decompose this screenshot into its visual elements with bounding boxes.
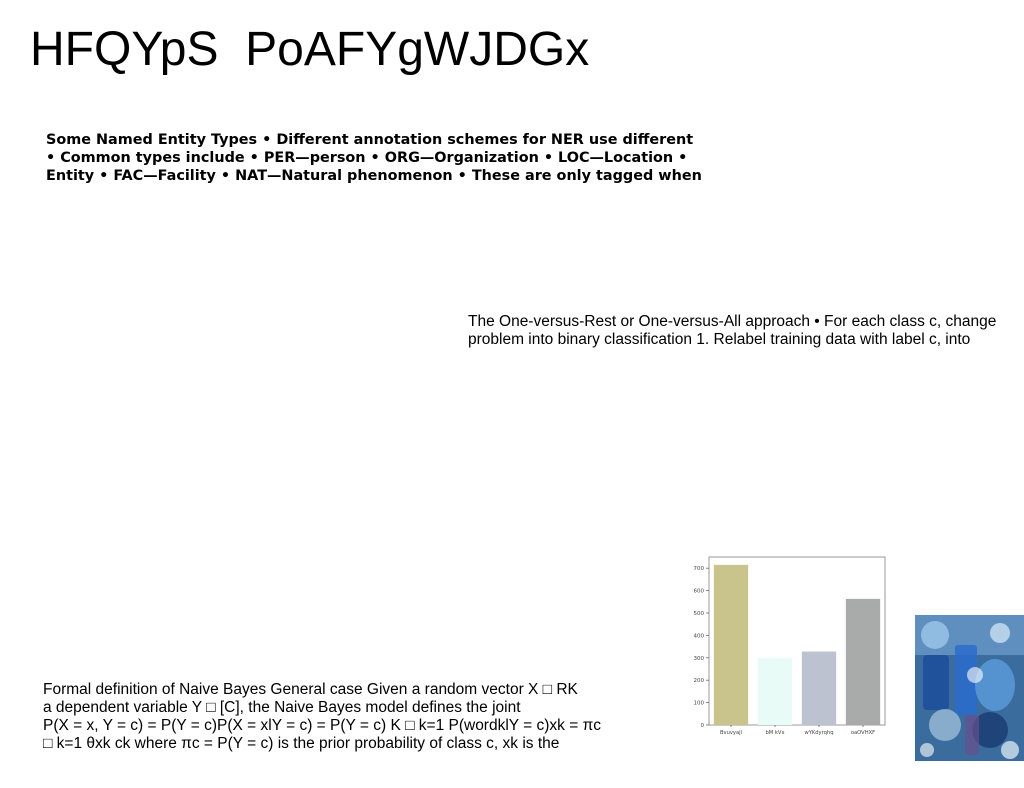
- naive-bayes-text-block: Formal definition of Naive Bayes General…: [43, 681, 623, 753]
- lab-glassware-photo: [915, 615, 1024, 761]
- x-tick-label: oaOVHXF: [851, 730, 875, 736]
- bar: [801, 651, 837, 725]
- x-tick-label: bM kVx: [765, 730, 784, 736]
- ner-line: • Common types include • PER—person • OR…: [46, 150, 688, 166]
- ner-line: Some Named Entity Types • Different anno…: [46, 132, 694, 148]
- y-tick-label: 200: [694, 678, 705, 684]
- ovr-line: problem into binary classification 1. Re…: [468, 331, 971, 348]
- bar: [713, 564, 749, 725]
- slide-title: HFQYpS PoAFYgWJDGx: [30, 23, 590, 76]
- y-tick-label: 400: [694, 633, 705, 639]
- y-tick-label: 600: [694, 589, 705, 595]
- ner-text-block: Some Named Entity Types • Different anno…: [46, 131, 726, 185]
- one-vs-rest-text-block: The One-versus-Rest or One-versus-All ap…: [468, 313, 1020, 349]
- y-tick-label: 100: [694, 701, 705, 707]
- y-tick-label: 700: [694, 566, 705, 572]
- y-tick-label: 300: [694, 656, 705, 662]
- naive-bayes-line: P(X = x, Y = c) = P(Y = c)P(X = xlY = c)…: [43, 717, 602, 734]
- ner-line: Entity • FAC—Facility • NAT—Natural phen…: [46, 168, 702, 184]
- naive-bayes-line: Formal definition of Naive Bayes General…: [43, 681, 578, 698]
- naive-bayes-line: a dependent variable Y □ [C], the Naive …: [43, 699, 521, 716]
- x-tick-label: wYKdyrqhq: [804, 730, 833, 736]
- ovr-line: The One-versus-Rest or One-versus-All ap…: [468, 313, 997, 330]
- bar: [845, 598, 881, 725]
- y-tick-label: 0: [701, 723, 705, 729]
- bar: [757, 657, 793, 725]
- y-tick-label: 500: [694, 611, 705, 617]
- naive-bayes-line: □ k=1 θxk ck where πc = P(Y = c) is the …: [43, 735, 560, 752]
- x-tick-label: Bvuvyajl: [720, 730, 742, 736]
- bar-chart: 0 100 200 300 400 500 600 700 Bvuvyajl bM kVx wYKd…: [694, 556, 886, 736]
